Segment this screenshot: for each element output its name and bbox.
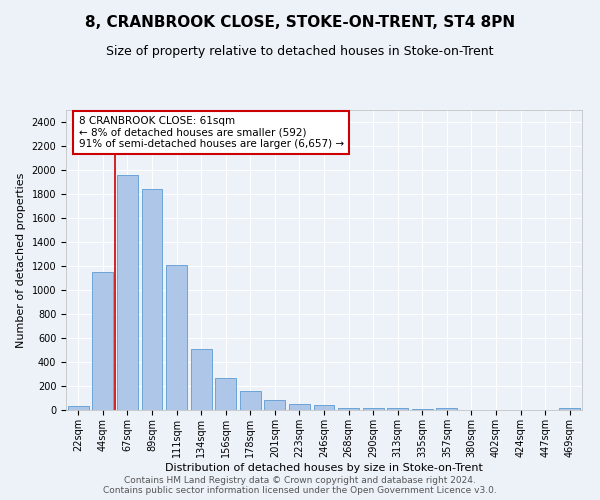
Bar (338, 408, 359, 410)
Bar (117, 175, 138, 410)
Bar (215, 378, 236, 410)
Bar (240, 392, 261, 410)
X-axis label: Distribution of detached houses by size in Stoke-on-Trent: Distribution of detached houses by size … (165, 462, 483, 472)
Y-axis label: Number of detached properties: Number of detached properties (16, 172, 26, 348)
Bar (191, 349, 212, 410)
Bar (314, 404, 334, 410)
Bar (68, 406, 89, 410)
Bar (92, 272, 113, 410)
Bar (289, 404, 310, 410)
Text: Contains HM Land Registry data © Crown copyright and database right 2024.: Contains HM Land Registry data © Crown c… (124, 476, 476, 485)
Text: 8 CRANBROOK CLOSE: 61sqm
← 8% of detached houses are smaller (592)
91% of semi-d: 8 CRANBROOK CLOSE: 61sqm ← 8% of detache… (79, 116, 344, 149)
Bar (387, 408, 408, 410)
Bar (559, 408, 580, 410)
Bar (142, 189, 163, 410)
Bar (436, 408, 457, 410)
Bar (166, 265, 187, 410)
Bar (362, 408, 383, 410)
Text: Contains public sector information licensed under the Open Government Licence v3: Contains public sector information licen… (103, 486, 497, 495)
Text: 8, CRANBROOK CLOSE, STOKE-ON-TRENT, ST4 8PN: 8, CRANBROOK CLOSE, STOKE-ON-TRENT, ST4 … (85, 15, 515, 30)
Bar (265, 400, 286, 410)
Text: Size of property relative to detached houses in Stoke-on-Trent: Size of property relative to detached ho… (106, 45, 494, 58)
